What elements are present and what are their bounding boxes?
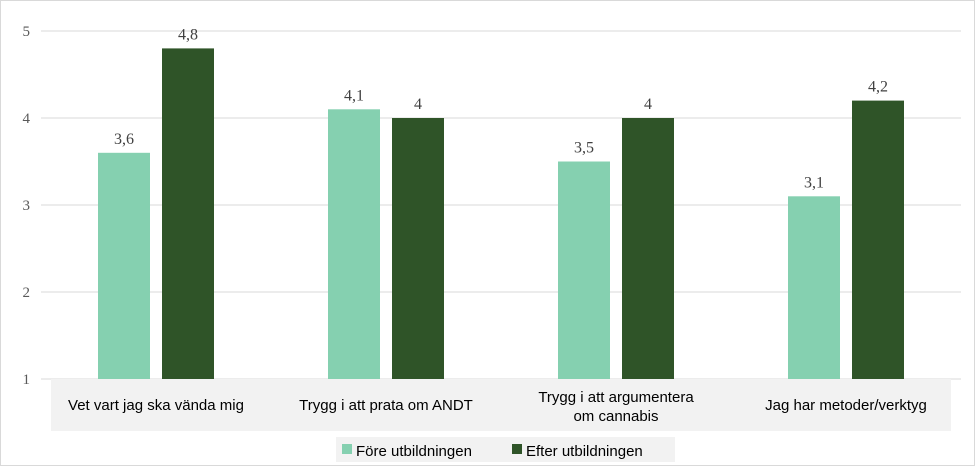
- data-label: 3,5: [574, 140, 594, 157]
- y-tick-label: 2: [23, 285, 31, 301]
- x-category-label: Jag har metoder/verktyg: [765, 397, 927, 414]
- x-axis-label-band: [51, 379, 951, 431]
- data-labels: 3,6 4,8 4,1 4 3,5 4 3,1 4,2: [114, 26, 888, 191]
- data-label: 3,6: [114, 131, 134, 148]
- data-label: 3,1: [804, 174, 824, 191]
- legend-entry-label: Före utbildningen: [356, 443, 472, 460]
- y-axis: 1 2 3 4 5: [23, 24, 31, 388]
- bar-fore: [558, 161, 610, 379]
- data-label: 4: [644, 96, 652, 113]
- y-tick-label: 5: [23, 24, 31, 40]
- bar-efter: [622, 118, 674, 379]
- legend-swatch: [512, 444, 522, 454]
- y-tick-label: 1: [23, 372, 31, 388]
- bar-efter: [162, 48, 214, 380]
- data-label: 4,2: [868, 79, 888, 96]
- x-axis: Vet vart jag ska vända mig Trygg i att pr…: [51, 379, 951, 431]
- x-category-label: Trygg i att prata om ANDT: [299, 397, 473, 414]
- bar-fore: [98, 152, 150, 379]
- legend-entry-label: Efter utbildningen: [526, 443, 643, 460]
- x-category-label: om cannabis: [573, 408, 658, 425]
- x-category-label: Trygg i att argumentera: [538, 389, 694, 406]
- data-label: 4,1: [344, 87, 364, 104]
- y-tick-label: 3: [23, 198, 31, 214]
- data-label: 4,8: [178, 26, 198, 43]
- bars: [98, 48, 904, 380]
- legend: Före utbildningen Efter utbildningen: [336, 437, 675, 462]
- bar-efter: [392, 118, 444, 379]
- y-tick-label: 4: [23, 111, 31, 127]
- bar-fore: [788, 196, 840, 379]
- x-category-label: Vet vart jag ska vända mig: [68, 397, 244, 414]
- bar-efter: [852, 100, 904, 379]
- data-label: 4: [414, 96, 422, 113]
- bar-fore: [328, 109, 380, 380]
- legend-swatch: [342, 444, 352, 454]
- legend-band: [336, 437, 675, 462]
